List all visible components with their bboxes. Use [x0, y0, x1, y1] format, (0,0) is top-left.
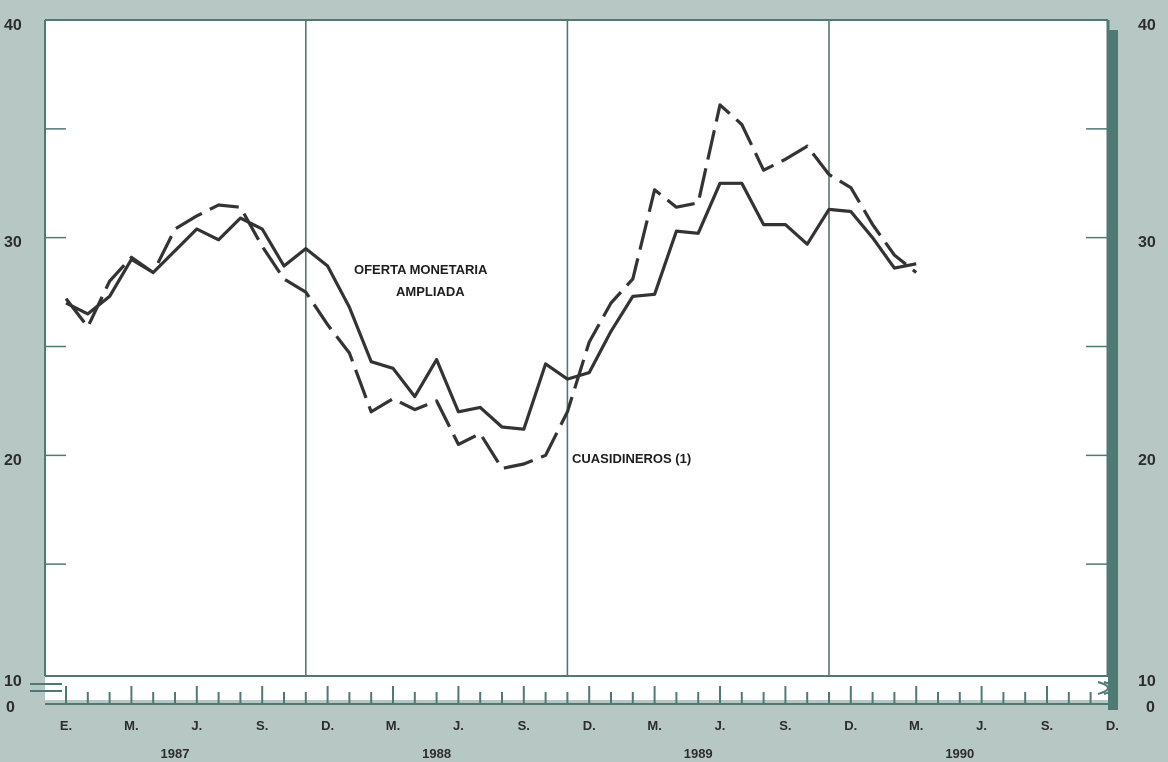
y-tick-label-right-10: 10 — [1138, 673, 1156, 690]
x-month-label-10: J. — [715, 718, 726, 733]
y-tick-label-right-20: 20 — [1138, 452, 1156, 469]
x-month-label-0: E. — [60, 718, 72, 733]
x-year-label-1990: 1990 — [945, 746, 974, 761]
annotation-oferta-line2: AMPLIADA — [396, 284, 465, 299]
x-month-label-13: M. — [909, 718, 923, 733]
x-year-label-1987: 1987 — [161, 746, 190, 761]
x-month-label-3: S. — [256, 718, 268, 733]
y-tick-label-left-0: 0 — [6, 699, 15, 716]
x-month-label-16: D. — [1106, 718, 1119, 733]
axis-break-left — [30, 683, 62, 692]
y-tick-label-left-40: 40 — [4, 17, 22, 34]
x-month-label-9: M. — [647, 718, 661, 733]
y-tick-label-left-20: 20 — [4, 452, 22, 469]
axis-break — [30, 681, 1115, 695]
x-year-label-1989: 1989 — [684, 746, 713, 761]
x-month-label-2: J. — [191, 718, 202, 733]
x-tick-labels: E. M. J. S. D. M. J. S. D. M. J. S. D. M. J. S. D. 1987 19… — [60, 718, 1119, 761]
y-tick-label-right-30: 30 — [1138, 234, 1156, 251]
x-year-label-1988: 1988 — [422, 746, 451, 761]
axis-ticks — [45, 19, 1108, 704]
plot-area — [45, 20, 1108, 700]
x-month-label-1: M. — [124, 718, 138, 733]
y-tick-label-right-0: 0 — [1146, 699, 1155, 716]
x-month-label-11: S. — [779, 718, 791, 733]
x-month-label-7: S. — [518, 718, 530, 733]
y-tick-label-left-10: 10 — [4, 673, 22, 690]
y-tick-label-left-30: 30 — [4, 234, 22, 251]
axis-break-right — [1097, 681, 1115, 695]
series-line-cuasi — [64, 103, 918, 470]
x-month-label-12: D. — [844, 718, 857, 733]
x-month-label-6: J. — [453, 718, 464, 733]
annotation-oferta-line1: OFERTA MONETARIA — [354, 262, 488, 277]
series-line-oferta — [65, 181, 917, 431]
x-month-label-4: D. — [321, 718, 334, 733]
series-layer — [64, 103, 918, 470]
x-month-label-8: D. — [583, 718, 596, 733]
right-axis-bar — [1108, 30, 1118, 710]
y-tick-labels: 40 30 20 10 0 40 30 20 10 0 — [4, 17, 1156, 716]
x-month-label-14: J. — [976, 718, 987, 733]
x-month-label-15: S. — [1041, 718, 1053, 733]
annotations: OFERTA MONETARIA AMPLIADA CUASIDINEROS (… — [354, 262, 691, 466]
y-tick-label-right-40: 40 — [1138, 17, 1156, 34]
annotation-cuasidineros: CUASIDINEROS (1) — [572, 451, 691, 466]
grid-lines — [304, 20, 830, 676]
x-month-label-5: M. — [386, 718, 400, 733]
